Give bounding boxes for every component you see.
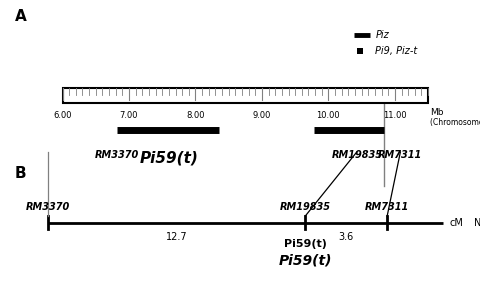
Text: N=55: N=55 [473, 218, 480, 227]
Text: 3.6: 3.6 [338, 232, 353, 243]
Text: cM: cM [449, 218, 463, 227]
Text: RM7311: RM7311 [364, 202, 408, 212]
Bar [356, 48, 362, 54]
Text: Pi59(t): Pi59(t) [278, 253, 332, 267]
Text: RM3370: RM3370 [95, 150, 139, 161]
Text: B: B [14, 166, 26, 181]
Text: Pi59(t): Pi59(t) [139, 150, 198, 165]
Bar [62, 88, 427, 103]
Text: 8.00: 8.00 [186, 111, 204, 119]
Text: 9.00: 9.00 [252, 111, 271, 119]
Text: 6.00: 6.00 [53, 111, 72, 119]
Text: 12.7: 12.7 [166, 232, 187, 243]
Text: RM3370: RM3370 [26, 202, 70, 212]
Text: 10.00: 10.00 [316, 111, 339, 119]
Text: A: A [14, 9, 26, 24]
Text: RM19835: RM19835 [331, 150, 382, 161]
Text: RM19835: RM19835 [279, 202, 330, 212]
Text: (Chromosome 6): (Chromosome 6) [430, 118, 480, 126]
Text: Pi9, Piz-t: Pi9, Piz-t [374, 46, 417, 56]
Text: 11.00: 11.00 [382, 111, 406, 119]
Text: Piz: Piz [374, 30, 388, 40]
Text: RM7311: RM7311 [377, 150, 421, 161]
Text: 7.00: 7.00 [120, 111, 138, 119]
Text: Mb: Mb [430, 108, 443, 117]
Text: Pi59(t): Pi59(t) [283, 239, 326, 250]
